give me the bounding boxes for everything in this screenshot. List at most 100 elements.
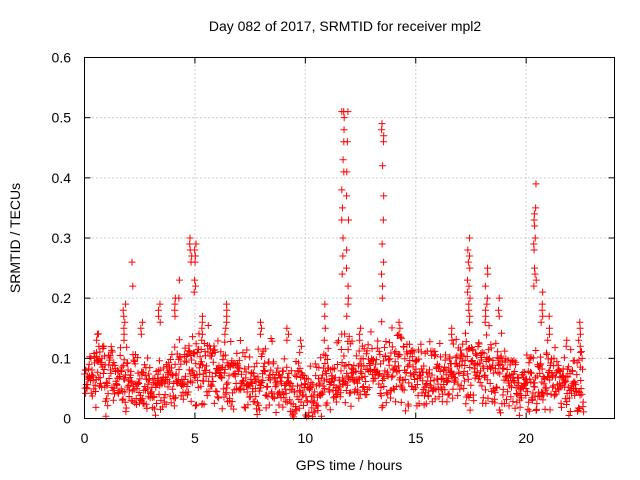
data-point <box>380 258 388 266</box>
data-point <box>454 380 462 388</box>
data-point <box>483 376 491 384</box>
data-point <box>331 365 339 373</box>
data-point <box>498 329 506 337</box>
data-point <box>424 373 432 381</box>
data-point <box>464 276 472 284</box>
data-point <box>338 270 346 278</box>
data-point <box>381 344 389 352</box>
data-point <box>378 294 386 302</box>
data-point <box>217 364 225 372</box>
data-point <box>204 321 212 329</box>
data-point <box>198 336 206 344</box>
data-point <box>309 391 317 399</box>
data-point <box>318 371 326 379</box>
data-point <box>229 389 237 397</box>
data-point <box>202 372 210 380</box>
data-point <box>189 367 197 375</box>
data-point <box>212 387 220 395</box>
data-point <box>133 381 141 389</box>
data-point <box>199 361 207 369</box>
data-point <box>175 336 183 344</box>
data-point <box>214 337 222 345</box>
data-point <box>459 352 467 360</box>
data-point <box>445 390 453 398</box>
data-point <box>531 234 539 242</box>
data-point <box>494 348 502 356</box>
data-point <box>398 334 406 342</box>
data-point <box>389 384 397 392</box>
data-point <box>93 330 101 338</box>
data-point <box>243 346 251 354</box>
data-point <box>522 391 530 399</box>
data-point <box>464 370 472 378</box>
data-point <box>523 351 531 359</box>
data-point <box>175 276 183 284</box>
data-point <box>262 391 270 399</box>
data-point <box>542 384 550 392</box>
data-point <box>484 270 492 278</box>
data-point <box>196 353 204 361</box>
data-point <box>580 408 588 416</box>
data-point <box>463 352 471 360</box>
data-point <box>356 390 364 398</box>
data-point <box>481 282 489 290</box>
data-point <box>380 132 388 140</box>
data-point <box>86 353 94 361</box>
data-point <box>256 406 264 414</box>
data-point <box>485 322 493 330</box>
data-point <box>550 354 558 362</box>
data-point <box>227 338 235 346</box>
data-point <box>343 312 351 320</box>
data-point <box>128 379 136 387</box>
data-point <box>338 204 346 212</box>
data-point <box>134 354 142 362</box>
data-point <box>423 379 431 387</box>
data-point <box>434 364 442 372</box>
data-point <box>215 394 223 402</box>
data-point <box>340 126 348 134</box>
data-point <box>408 353 416 361</box>
data-point <box>123 359 131 367</box>
data-point <box>509 358 517 366</box>
data-point <box>344 294 352 302</box>
data-point <box>382 399 390 407</box>
data-point <box>140 361 148 369</box>
data-point <box>161 391 169 399</box>
data-point <box>382 338 390 346</box>
data-point <box>452 335 460 343</box>
data-point <box>537 318 545 326</box>
data-point <box>310 397 318 405</box>
data-point <box>569 367 577 375</box>
data-point <box>120 330 128 338</box>
data-point <box>460 367 468 375</box>
axis-ticks <box>84 57 615 419</box>
data-point <box>509 376 517 384</box>
data-point <box>192 282 200 290</box>
data-point <box>518 394 526 402</box>
data-point <box>538 300 546 308</box>
data-point <box>398 385 406 393</box>
data-point <box>360 362 368 370</box>
data-point <box>242 368 250 376</box>
data-point <box>106 352 114 360</box>
data-point <box>189 333 197 341</box>
data-point <box>506 382 514 390</box>
data-point <box>481 386 489 394</box>
data-point <box>441 386 449 394</box>
data-point <box>209 358 217 366</box>
data-point <box>414 392 422 400</box>
data-point <box>438 374 446 382</box>
data-point <box>175 365 183 373</box>
data-point <box>545 312 553 320</box>
data-point <box>411 369 419 377</box>
data-point <box>206 345 214 353</box>
data-point <box>430 376 438 384</box>
data-point <box>466 363 474 371</box>
data-point <box>448 336 456 344</box>
data-point <box>221 365 229 373</box>
data-point <box>119 361 127 369</box>
data-point <box>328 374 336 382</box>
data-point <box>532 180 540 188</box>
data-point <box>223 312 231 320</box>
data-point <box>184 391 192 399</box>
